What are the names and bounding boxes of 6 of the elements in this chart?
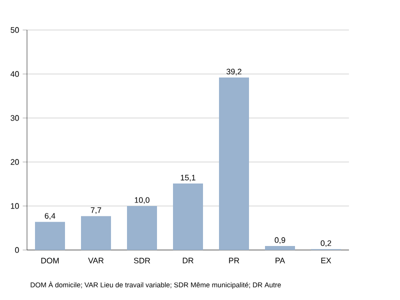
bar [127,206,157,250]
bar [81,216,111,250]
bar [173,184,203,250]
bar [219,78,249,250]
bar [264,246,295,250]
bar [35,222,65,250]
